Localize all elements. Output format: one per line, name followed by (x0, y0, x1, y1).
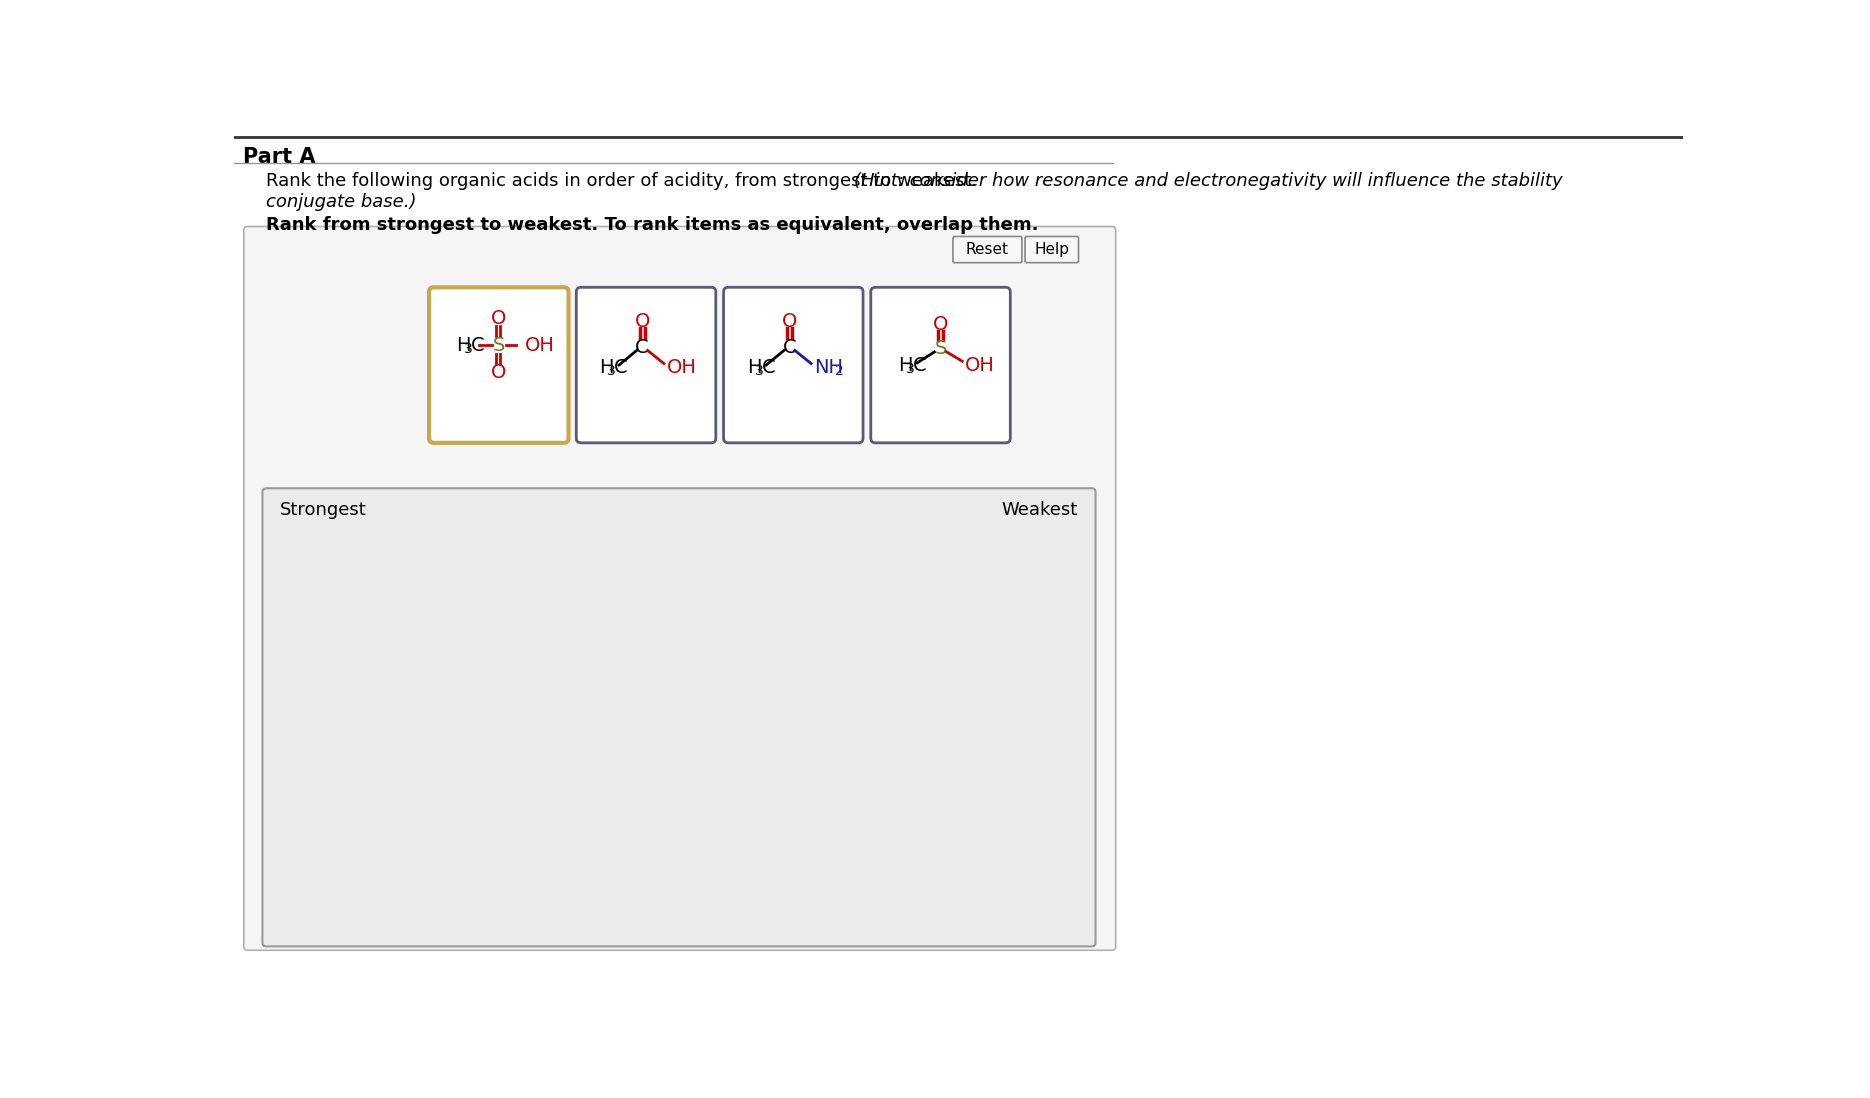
FancyBboxPatch shape (262, 489, 1096, 946)
FancyBboxPatch shape (428, 288, 568, 442)
FancyBboxPatch shape (954, 236, 1021, 262)
Text: 3: 3 (755, 365, 763, 378)
Text: Rank from strongest to weakest. To rank items as equivalent, overlap them.: Rank from strongest to weakest. To rank … (266, 216, 1040, 235)
Text: H: H (456, 336, 471, 355)
Text: OH: OH (668, 358, 698, 377)
Text: Reset: Reset (967, 242, 1010, 257)
Text: 3: 3 (905, 362, 914, 376)
Text: O: O (933, 315, 948, 334)
Text: H: H (600, 358, 613, 377)
Text: Help: Help (1034, 242, 1070, 257)
Text: C: C (784, 338, 797, 357)
FancyBboxPatch shape (576, 288, 716, 442)
Text: C: C (636, 338, 649, 357)
Text: H: H (746, 358, 761, 377)
Text: C: C (613, 358, 628, 377)
Text: (Hint: consider how resonance and electronegativity will influence the stability: (Hint: consider how resonance and electr… (855, 171, 1561, 190)
Text: S: S (935, 339, 946, 358)
Text: S: S (492, 336, 505, 355)
Text: O: O (492, 363, 507, 382)
Text: NH: NH (813, 358, 843, 377)
Text: 3: 3 (464, 341, 473, 356)
Text: H: H (898, 356, 913, 374)
Text: C: C (761, 358, 776, 377)
Text: O: O (634, 312, 651, 330)
Text: O: O (492, 310, 507, 328)
FancyBboxPatch shape (724, 288, 864, 442)
FancyBboxPatch shape (243, 226, 1116, 950)
Text: OH: OH (525, 336, 555, 355)
Text: C: C (913, 356, 926, 374)
Text: Strongest: Strongest (280, 502, 367, 519)
Text: Rank the following organic acids in order of acidity, from strongest to weakest.: Rank the following organic acids in orde… (266, 171, 984, 190)
Text: C: C (471, 336, 484, 355)
Text: conjugate base.): conjugate base.) (266, 193, 417, 211)
Text: Weakest: Weakest (1002, 502, 1077, 519)
Text: 3: 3 (608, 365, 615, 378)
Text: 2: 2 (836, 365, 843, 378)
Text: Part A: Part A (243, 147, 316, 167)
FancyBboxPatch shape (871, 288, 1010, 442)
Text: O: O (782, 312, 797, 330)
Text: OH: OH (965, 356, 995, 374)
FancyBboxPatch shape (1025, 236, 1079, 262)
